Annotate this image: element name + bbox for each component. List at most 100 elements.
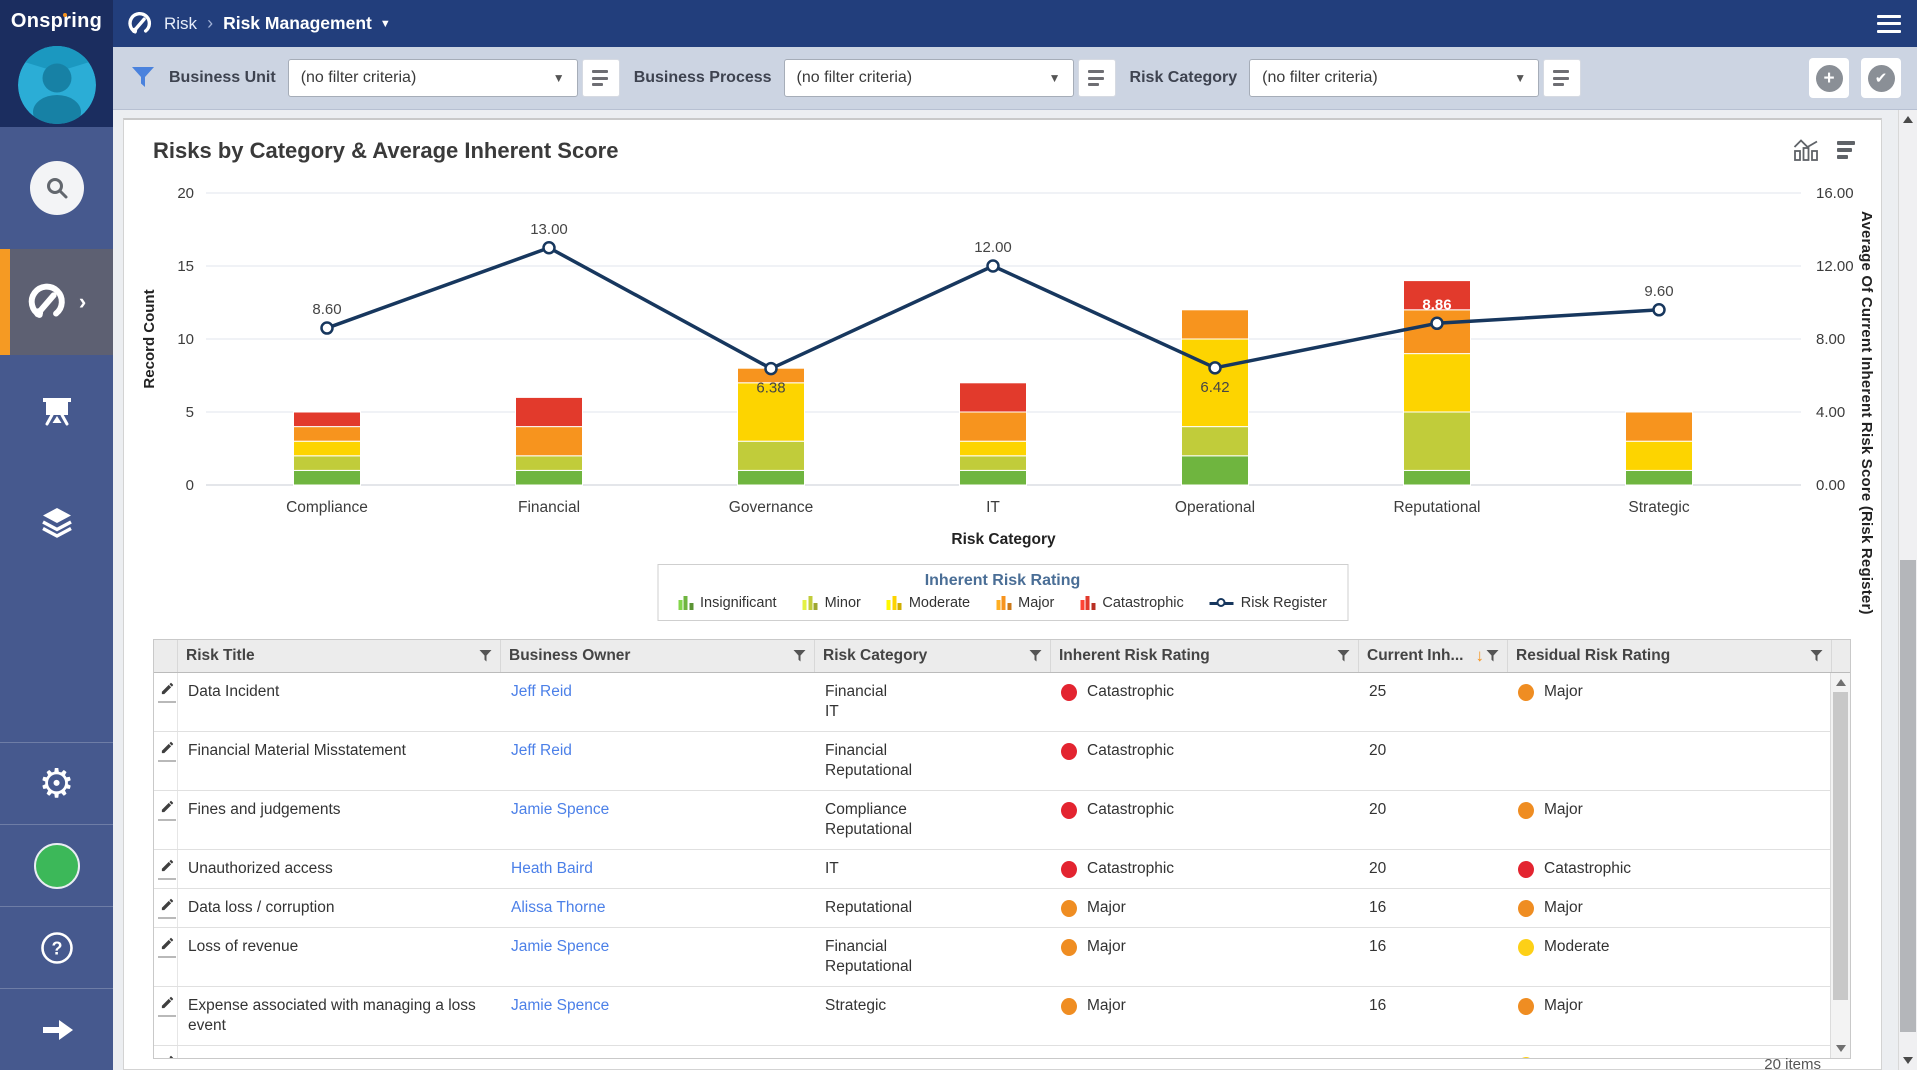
risk-category-options-button[interactable] bbox=[1543, 59, 1581, 97]
edit-record-button[interactable] bbox=[158, 858, 176, 880]
gear-icon: ⚙ bbox=[39, 764, 75, 804]
edit-record-button[interactable] bbox=[158, 897, 176, 919]
legend-label: Moderate bbox=[909, 595, 970, 611]
svg-text:8.86: 8.86 bbox=[1422, 296, 1451, 313]
filter-bar-actions: + ✔ bbox=[1809, 58, 1901, 98]
column-filter-icon[interactable] bbox=[1029, 650, 1042, 662]
sidebar-item-help[interactable]: ? bbox=[0, 906, 113, 988]
filter-group-risk-category: Risk Category (no filter criteria) ▼ bbox=[1130, 59, 1582, 97]
avatar[interactable] bbox=[18, 46, 96, 129]
column-header-current-inh-[interactable]: Current Inh...↓ bbox=[1359, 640, 1508, 672]
header-menu-button[interactable] bbox=[1877, 15, 1901, 33]
risk-category-cell: FinancialReputational bbox=[815, 928, 1051, 986]
scroll-down-icon[interactable] bbox=[1836, 1045, 1846, 1052]
column-header-residual-risk-rating[interactable]: Residual Risk Rating bbox=[1508, 640, 1832, 672]
svg-text:Reputational: Reputational bbox=[1393, 499, 1480, 516]
sidebar-item-search[interactable] bbox=[0, 127, 113, 249]
page-scrollbar[interactable] bbox=[1898, 110, 1917, 1070]
rating-dot-orange bbox=[1518, 900, 1534, 917]
column-header-inherent-risk-rating[interactable]: Inherent Risk Rating bbox=[1051, 640, 1359, 672]
risk-category-cell: Reputational bbox=[815, 889, 1051, 927]
rating-value: Major bbox=[1518, 682, 1822, 702]
business-process-options-button[interactable] bbox=[1078, 59, 1116, 97]
svg-text:Risk Category: Risk Category bbox=[951, 531, 1056, 548]
sidebar-item-dashboards[interactable] bbox=[0, 355, 113, 466]
edit-record-button[interactable] bbox=[158, 681, 176, 703]
rating-label: Major bbox=[1087, 996, 1126, 1016]
edit-record-button[interactable] bbox=[158, 995, 176, 1017]
sidebar-item-content[interactable] bbox=[0, 466, 113, 577]
risk-category-dropdown[interactable]: (no filter criteria) ▼ bbox=[1249, 59, 1539, 97]
page-scroll-up-icon[interactable] bbox=[1903, 116, 1913, 123]
scrollbar-thumb[interactable] bbox=[1833, 692, 1848, 1000]
filter-group-business-unit: Business Unit (no filter criteria) ▼ bbox=[169, 59, 620, 97]
column-filter-icon[interactable] bbox=[1810, 650, 1823, 662]
business-unit-dropdown[interactable]: (no filter criteria) ▼ bbox=[288, 59, 578, 97]
svg-text:9.60: 9.60 bbox=[1644, 283, 1673, 300]
chevron-right-icon: › bbox=[79, 291, 86, 313]
sidebar-item-expand[interactable] bbox=[0, 988, 113, 1070]
page-scroll-down-icon[interactable] bbox=[1903, 1057, 1913, 1064]
rating-value: Major bbox=[1518, 898, 1822, 918]
business-unit-options-button[interactable] bbox=[582, 59, 620, 97]
rating-label: Catastrophic bbox=[1087, 682, 1174, 702]
risk-title-cell: Financial Material Misstatement bbox=[178, 732, 501, 790]
edit-record-button[interactable] bbox=[158, 936, 176, 958]
breadcrumb-page[interactable]: Risk Management bbox=[223, 13, 372, 34]
card-menu-button[interactable] bbox=[1837, 141, 1855, 159]
mini-bar-icon bbox=[678, 596, 693, 610]
sidebar-item-status[interactable] bbox=[0, 824, 113, 906]
scroll-up-icon[interactable] bbox=[1836, 679, 1846, 686]
residual-rating-cell: Major bbox=[1508, 791, 1832, 849]
business-owner-link[interactable]: Jeff Reid bbox=[511, 742, 572, 759]
chevron-down-icon: ▼ bbox=[1514, 71, 1526, 85]
legend-item-minor: Minor bbox=[803, 595, 861, 611]
business-owner-link[interactable]: Jeff Reid bbox=[511, 683, 572, 700]
sort-desc-icon[interactable]: ↓ bbox=[1476, 646, 1485, 666]
edit-record-button[interactable] bbox=[158, 740, 176, 762]
legend-label: Catastrophic bbox=[1102, 595, 1183, 611]
svg-text:10: 10 bbox=[177, 331, 194, 348]
business-owner-link[interactable]: Heath Baird bbox=[511, 860, 593, 877]
business-process-dropdown[interactable]: (no filter criteria) ▼ bbox=[784, 59, 1074, 97]
column-header-risk-category[interactable]: Risk Category bbox=[815, 640, 1051, 672]
svg-text:8.60: 8.60 bbox=[312, 301, 341, 318]
business-owner-link[interactable]: Alissa Thorne bbox=[511, 899, 605, 916]
column-filter-icon[interactable] bbox=[1486, 650, 1499, 662]
dropdown-value: (no filter criteria) bbox=[301, 69, 417, 87]
rating-label: Moderate bbox=[1544, 937, 1609, 957]
svg-text:6.38: 6.38 bbox=[756, 380, 785, 397]
dropdown-value: (no filter criteria) bbox=[797, 69, 913, 87]
svg-text:Strategic: Strategic bbox=[1628, 499, 1689, 516]
add-button[interactable]: + bbox=[1809, 58, 1849, 98]
breadcrumb-separator: › bbox=[207, 13, 213, 34]
sidebar-item-settings[interactable]: ⚙ bbox=[0, 742, 113, 824]
business-owner-link[interactable]: Jamie Spence bbox=[511, 997, 609, 1014]
risk-category-cell: ComplianceReputational bbox=[815, 791, 1051, 849]
column-filter-icon[interactable] bbox=[1337, 650, 1350, 662]
business-owner-link[interactable]: Jamie Spence bbox=[511, 801, 609, 818]
current-score-cell: 25 bbox=[1359, 673, 1508, 731]
business-owner-link[interactable]: Jamie Spence bbox=[511, 938, 609, 955]
rating-dot-red bbox=[1518, 861, 1534, 878]
column-header-risk-title[interactable]: Risk Title bbox=[178, 640, 501, 672]
filter-funnel-icon bbox=[131, 67, 155, 90]
table-scrollbar[interactable] bbox=[1830, 673, 1850, 1058]
column-header-business-owner[interactable]: Business Owner bbox=[501, 640, 815, 672]
rating-dot-red bbox=[1061, 684, 1077, 701]
column-filter-icon[interactable] bbox=[793, 650, 806, 662]
legend-label: Insignificant bbox=[700, 595, 777, 611]
page-scrollbar-thumb[interactable] bbox=[1900, 560, 1916, 1032]
breadcrumb-app[interactable]: Risk bbox=[164, 14, 197, 34]
column-filter-icon[interactable] bbox=[479, 650, 492, 662]
current-score-cell: 16 bbox=[1359, 987, 1508, 1045]
apply-button[interactable]: ✔ bbox=[1861, 58, 1901, 98]
edit-record-button[interactable] bbox=[158, 799, 176, 821]
current-score-cell: 16 bbox=[1359, 889, 1508, 927]
chevron-down-icon[interactable]: ▼ bbox=[380, 18, 391, 30]
svg-text:Governance: Governance bbox=[729, 499, 813, 516]
chart-type-icon[interactable] bbox=[1793, 138, 1819, 162]
onspring-swirl-icon bbox=[27, 281, 69, 323]
search-icon bbox=[44, 175, 70, 201]
sidebar-item-risk-active[interactable]: › bbox=[0, 249, 113, 355]
